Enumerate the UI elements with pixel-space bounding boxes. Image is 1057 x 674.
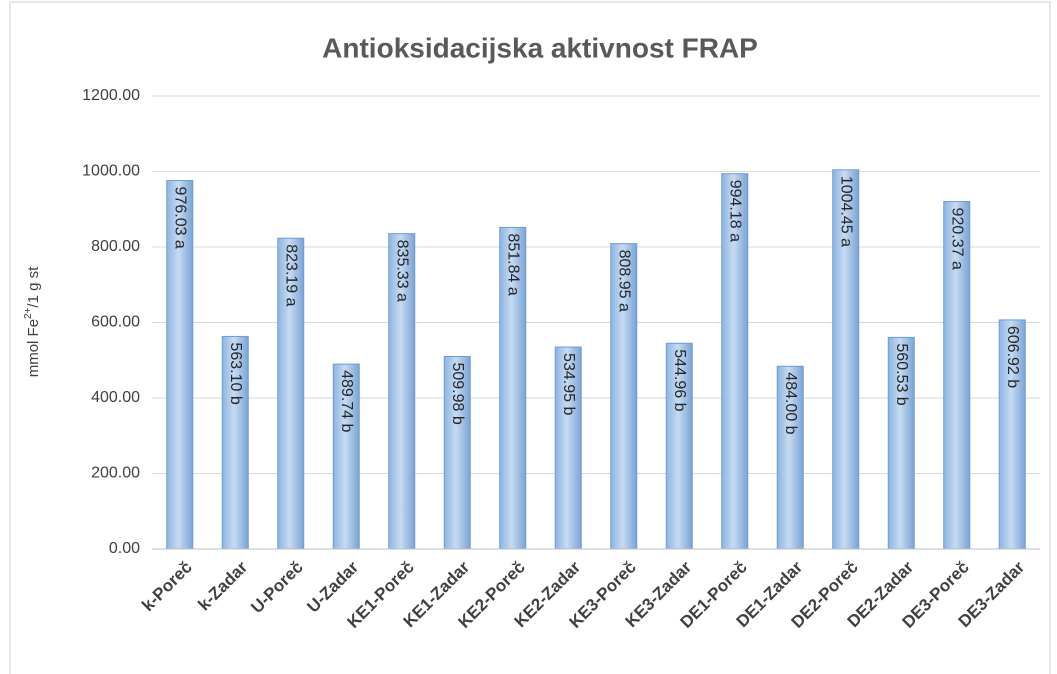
y-tick-label: 600.00 xyxy=(91,314,140,331)
bar xyxy=(998,319,1026,550)
bar xyxy=(832,169,860,550)
value-label: 544.96 b xyxy=(671,349,688,411)
value-label: 808.95 a xyxy=(616,250,633,312)
y-tick-label: 200.00 xyxy=(91,465,140,482)
bar xyxy=(166,180,194,550)
value-label: 534.95 b xyxy=(560,353,577,415)
bar xyxy=(943,201,971,550)
value-label: 509.98 b xyxy=(449,362,466,424)
y-label-sup: 2+ xyxy=(23,307,34,319)
bar xyxy=(776,365,804,550)
y-label-rest: /1 g st xyxy=(25,266,42,308)
value-label: 835.33 a xyxy=(394,240,411,302)
bar xyxy=(554,346,582,550)
bar xyxy=(332,363,360,550)
bar xyxy=(499,226,527,550)
y-tick-label: 1000.00 xyxy=(82,163,140,180)
value-label: 1004.45 a xyxy=(838,176,855,247)
chart-title: Antioksidacijska aktivnost FRAP xyxy=(322,32,758,63)
y-tick-label: 1200.00 xyxy=(82,87,140,104)
y-tick-label: 800.00 xyxy=(91,238,140,255)
value-label: 851.84 a xyxy=(505,233,522,295)
bar xyxy=(277,237,305,550)
value-label: 489.74 b xyxy=(338,370,355,432)
value-label: 823.19 a xyxy=(283,244,300,306)
bar xyxy=(721,173,749,550)
y-tick-label: 400.00 xyxy=(91,389,140,406)
value-label: 994.18 a xyxy=(727,180,744,242)
bar xyxy=(443,355,471,550)
value-label: 920.37 a xyxy=(949,208,966,270)
value-label: 484.00 b xyxy=(782,372,799,434)
value-label: 563.10 b xyxy=(227,342,244,404)
value-label: 560.53 b xyxy=(893,343,910,405)
value-label: 976.03 a xyxy=(172,187,189,249)
value-label: 606.92 b xyxy=(1004,326,1021,388)
y-axis-label: mmol Fe2+/1 g st xyxy=(23,266,42,377)
bar xyxy=(388,233,416,550)
bar xyxy=(221,335,249,550)
y-label-text: mmol Fe xyxy=(25,319,42,377)
y-tick-label: 0.00 xyxy=(109,540,140,557)
bar xyxy=(887,336,915,550)
